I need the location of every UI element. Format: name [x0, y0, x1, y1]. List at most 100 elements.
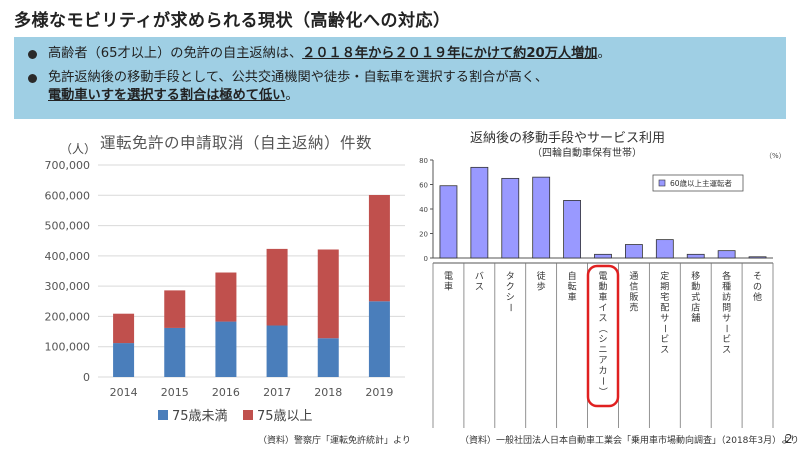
category-label-char: ） — [597, 387, 608, 396]
bar-under75 — [368, 301, 390, 377]
bar-over75 — [215, 272, 237, 322]
y-tick-label: 300,000 — [45, 280, 91, 293]
returned-licenses-chart: 0 100,000 200,000 300,000 400,000 500,000 600,… — [45, 159, 405, 424]
legend-label: 60歳以上主運転者 — [670, 178, 733, 188]
category-label-char: の — [753, 283, 762, 293]
category-label-char: 車 — [568, 291, 577, 303]
bullet-dot-icon — [28, 74, 37, 83]
bullet-2-end: 。 — [285, 88, 299, 103]
category-label-char: シ — [506, 293, 515, 303]
legend-swatch — [158, 410, 168, 420]
category-label-char: バ — [475, 271, 484, 282]
page-title: 多様なモビリティが求められる現状（高齢化への対応） — [14, 11, 451, 31]
category-label-char: 転 — [568, 282, 577, 293]
right-chart-title: 返納後の移動手段やサービス利用 — [470, 131, 666, 146]
category-label-char: 定 — [660, 270, 669, 282]
category-label-char: 訪 — [722, 291, 731, 303]
category-label-char: 車 — [444, 281, 453, 293]
bullet-2-emphasis: 電動車いすを選択する割合は極めて低い — [48, 88, 286, 103]
highlight-box — [586, 264, 620, 408]
x-tick-label: 2017 — [263, 386, 291, 399]
category-label-char: ア — [598, 356, 607, 366]
category-label-char: ビ — [660, 334, 669, 345]
category-label-char: ス — [722, 346, 731, 356]
legend-swatch — [658, 179, 666, 187]
category-label-char: 問 — [722, 303, 731, 314]
category-label-char: ス — [598, 314, 607, 324]
x-tick-label: 2015 — [161, 386, 189, 399]
category-label-char: 舗 — [691, 312, 700, 324]
bar — [563, 200, 581, 259]
category-label-char: 動 — [691, 282, 700, 293]
bar-under75 — [266, 325, 288, 377]
category-label-char: 種 — [722, 282, 731, 293]
category-label-char: 他 — [753, 291, 762, 303]
y-tick-label: 200,000 — [45, 310, 91, 323]
bar — [717, 250, 736, 259]
category-label-char: ー — [504, 303, 514, 312]
legend-label: 75歳以上 — [257, 409, 313, 424]
category-label-char: 式 — [691, 291, 700, 303]
category-label-char: 歩 — [537, 281, 546, 293]
category-label-char: 各 — [722, 270, 731, 282]
bar-over75 — [113, 313, 135, 344]
legend-label: 75歳未満 — [172, 409, 228, 424]
bar-under75 — [113, 343, 135, 377]
legend-swatch — [243, 410, 253, 420]
bar — [686, 253, 705, 259]
x-tick-label: 2019 — [365, 386, 393, 399]
left-chart-title: 運転免許の申請取消（自主返納）件数 — [100, 134, 373, 152]
bullet-1-emphasis: ２０１８年から２０１９年にかけて約20万人増加 — [302, 46, 598, 61]
category-label-char: ス — [660, 346, 669, 356]
category-label-char: 信 — [629, 281, 638, 293]
category-label-char: 通 — [629, 271, 638, 282]
category-label-char: 配 — [660, 303, 669, 314]
bullet-1-text: 高齢者（65才以上）の免許の自主返納は、 — [48, 46, 303, 61]
category-label-char: シ — [598, 335, 607, 345]
category-label-char: 店 — [691, 302, 700, 314]
y-tick-label: 40 — [419, 206, 428, 214]
bar — [748, 256, 767, 259]
transport-means-chart: 020406080（%）電車バスタクシー徒歩自転車電動車イス（シニアカー）通信販… — [419, 152, 786, 428]
y-tick-label: 20 — [419, 231, 428, 239]
y-tick-label: 700,000 — [45, 159, 91, 172]
category-label-char: 自 — [568, 270, 577, 282]
category-label-char: イ — [598, 304, 607, 314]
x-tick-label: 2016 — [212, 386, 240, 399]
category-label-char: 徒 — [537, 270, 546, 282]
category-label-char: ス — [475, 283, 484, 293]
legend-box — [652, 174, 744, 192]
bar-over75 — [164, 290, 186, 328]
category-label-char: そ — [753, 271, 762, 282]
category-label-char: タ — [506, 271, 515, 282]
category-label-char: サ — [722, 313, 731, 324]
x-tick-label: 2018 — [314, 386, 342, 399]
bullet-1-end: 。 — [597, 46, 611, 61]
y-tick-label: 80 — [419, 157, 428, 165]
category-label-char: 車 — [598, 291, 607, 303]
category-label-char: ー — [721, 324, 731, 333]
bar — [470, 166, 489, 259]
y-tick-label: 0 — [83, 371, 90, 384]
right-source-note: （資料）一般社団法人日本自動車工業会「乗用車市場動向調査」（2018年3月）より — [460, 436, 799, 446]
category-label-char: 売 — [629, 302, 638, 314]
summary-callout: 高齢者（65才以上）の免許の自主返納は、２０１８年から２０１９年にかけて約20万… — [14, 37, 786, 119]
left-chart-unit: （人） — [60, 142, 97, 156]
x-tick-label: 2014 — [110, 386, 138, 399]
y-tick-label: 600,000 — [45, 189, 91, 202]
category-label-char: 宅 — [660, 291, 669, 303]
bar — [439, 185, 458, 259]
bar — [594, 253, 612, 259]
category-label-char: サ — [660, 313, 669, 324]
category-label-char: ク — [506, 282, 515, 293]
bar-under75 — [317, 338, 339, 377]
bar — [655, 239, 674, 259]
bar — [625, 244, 643, 259]
bullet-dot-icon — [28, 50, 37, 59]
bar-under75 — [164, 327, 186, 377]
category-label-char: ビ — [722, 334, 731, 345]
bullet-1: 高齢者（65才以上）の免許の自主返納は、２０１８年から２０１９年にかけて約20万… — [26, 45, 776, 63]
bar-over75 — [266, 248, 288, 326]
category-label-char: ー — [659, 324, 669, 333]
category-label-char: 動 — [598, 282, 607, 293]
